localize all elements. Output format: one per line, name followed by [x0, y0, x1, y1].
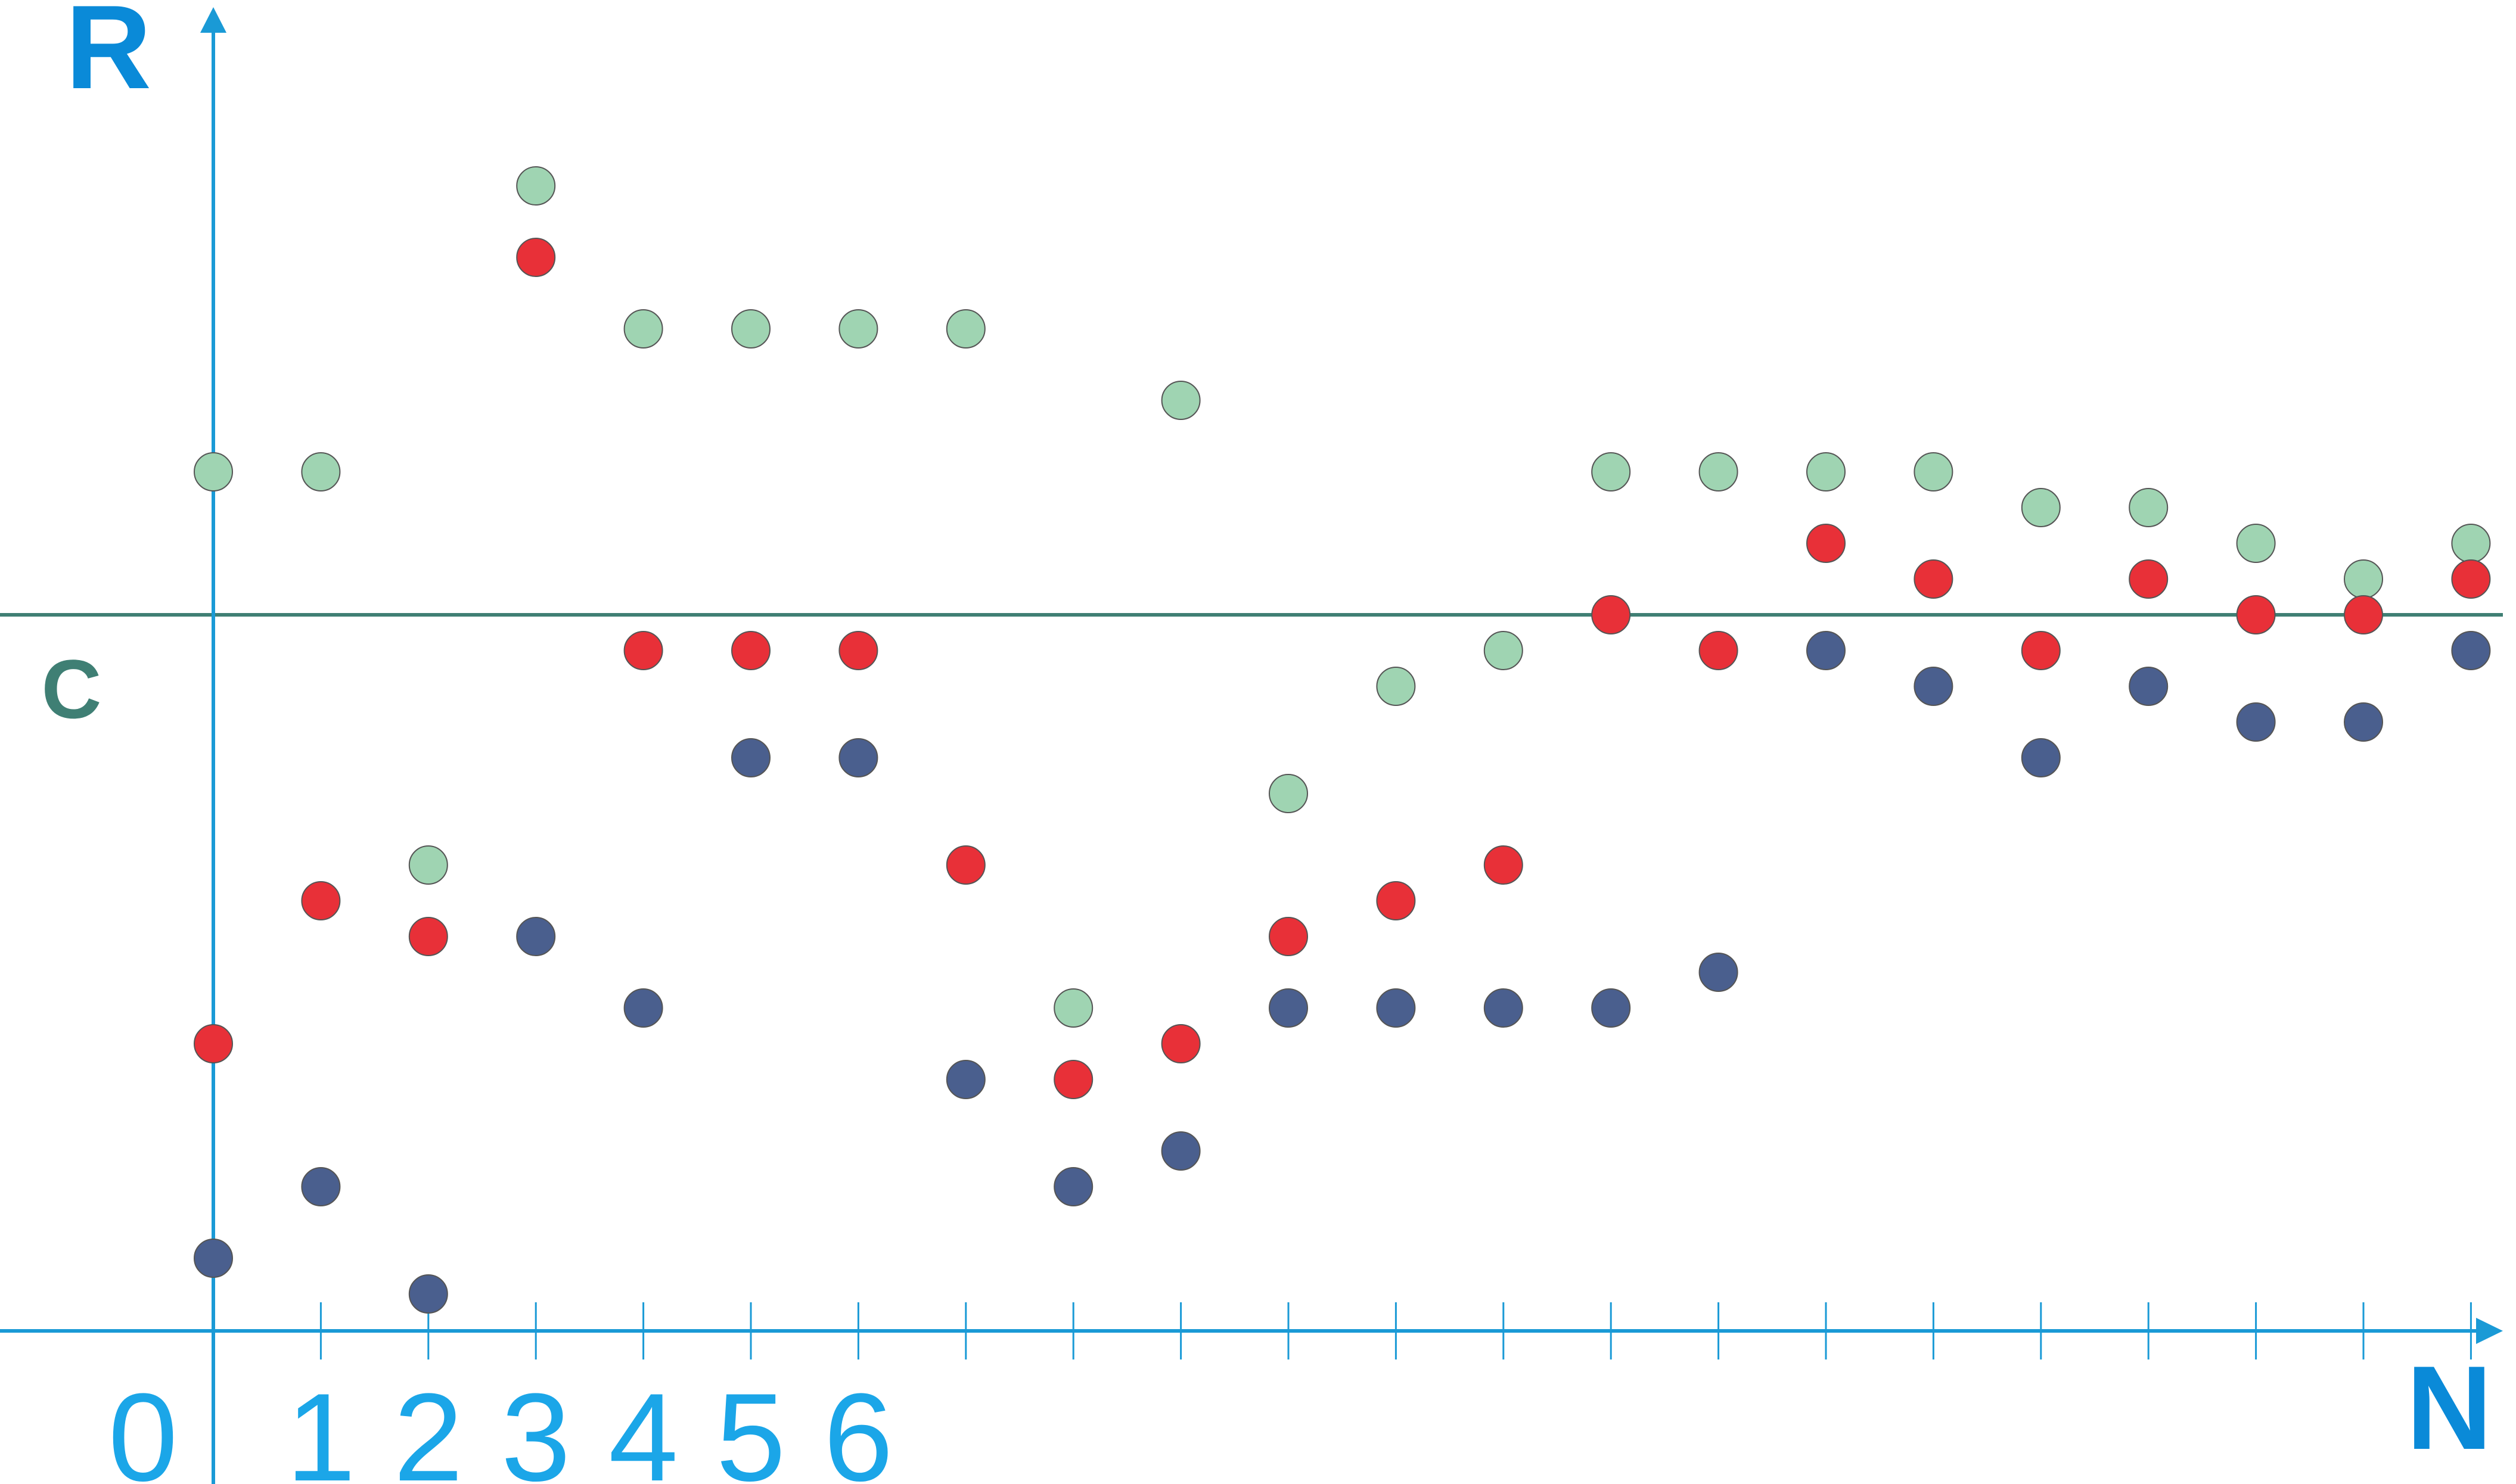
blue-data-point — [1806, 631, 1846, 670]
x-tick-label: 6 — [824, 1367, 893, 1484]
red-data-point — [1914, 559, 1953, 599]
red-data-point — [408, 917, 448, 956]
red-data-point — [2451, 559, 2491, 599]
axes — [0, 7, 2503, 1484]
y-axis-arrow — [200, 7, 226, 33]
blue-data-point — [2344, 702, 2383, 742]
blue-data-point — [623, 988, 663, 1028]
x-tick-label: 0 — [108, 1367, 178, 1484]
green-data-point — [1698, 452, 1738, 491]
blue-data-point — [1376, 988, 1416, 1028]
blue-data-point — [1161, 1131, 1201, 1171]
red-data-point — [516, 238, 556, 277]
blue-data-point — [194, 1239, 233, 1278]
y-axis-label: R — [66, 0, 151, 114]
blue-data-point — [1269, 988, 1308, 1028]
reference-line-label: C — [41, 642, 101, 736]
blue-data-point — [946, 1060, 986, 1099]
blue-data-point — [1483, 988, 1523, 1028]
green-data-point — [516, 166, 556, 206]
red-data-point — [946, 845, 986, 885]
blue-data-point — [1054, 1167, 1094, 1206]
red-data-point — [1483, 845, 1523, 885]
red-data-point — [731, 631, 771, 670]
red-data-point — [2021, 631, 2061, 670]
green-data-point — [1806, 452, 1846, 491]
green-data-point — [2236, 524, 2276, 563]
blue-data-point — [2129, 667, 2169, 706]
red-data-point — [1161, 1024, 1201, 1063]
green-data-point — [1914, 452, 1953, 491]
red-data-point — [1806, 524, 1846, 563]
green-data-point — [2344, 559, 2383, 599]
green-data-point — [1054, 988, 1094, 1028]
blue-data-point — [838, 738, 878, 777]
blue-data-point — [408, 1274, 448, 1314]
x-axis-label: N — [2406, 1342, 2492, 1474]
green-data-point — [623, 309, 663, 349]
blue-data-point — [1591, 988, 1631, 1028]
red-data-point — [1269, 917, 1308, 956]
x-axis-arrow — [2476, 1318, 2503, 1344]
green-data-point — [1269, 774, 1308, 813]
red-data-point — [301, 881, 341, 920]
red-data-point — [2344, 595, 2383, 634]
green-data-point — [731, 309, 771, 349]
green-data-point — [1591, 452, 1631, 491]
green-data-point — [1376, 667, 1416, 706]
green-data-point — [2129, 488, 2169, 527]
labels: R N C — [41, 0, 2492, 1474]
green-data-point — [838, 309, 878, 349]
green-data-point — [1161, 381, 1201, 420]
red-data-point — [1054, 1060, 1094, 1099]
red-data-point — [194, 1024, 233, 1063]
x-tick-label: 2 — [393, 1367, 463, 1484]
blue-data-point — [2451, 631, 2491, 670]
green-data-point — [301, 452, 341, 491]
x-tick-label: 3 — [501, 1367, 571, 1484]
red-data-point — [1698, 631, 1738, 670]
blue-data-point — [516, 917, 556, 956]
red-data-point — [2129, 559, 2169, 599]
data-points — [194, 166, 2491, 1314]
red-data-point — [1376, 881, 1416, 920]
blue-data-point — [301, 1167, 341, 1206]
green-data-point — [408, 845, 448, 885]
green-data-point — [2451, 524, 2491, 563]
x-tick-label: 5 — [716, 1367, 786, 1484]
blue-data-point — [2021, 738, 2061, 777]
green-data-point — [2021, 488, 2061, 527]
red-data-point — [838, 631, 878, 670]
blue-data-point — [2236, 702, 2276, 742]
x-tick-label: 4 — [608, 1367, 678, 1484]
green-data-point — [946, 309, 986, 349]
green-data-point — [194, 452, 233, 491]
green-data-point — [1483, 631, 1523, 670]
blue-data-point — [731, 738, 771, 777]
red-data-point — [2236, 595, 2276, 634]
red-data-point — [1591, 595, 1631, 634]
blue-data-point — [1698, 953, 1738, 992]
blue-data-point — [1914, 667, 1953, 706]
x-tick-label: 1 — [286, 1367, 356, 1484]
red-data-point — [623, 631, 663, 670]
